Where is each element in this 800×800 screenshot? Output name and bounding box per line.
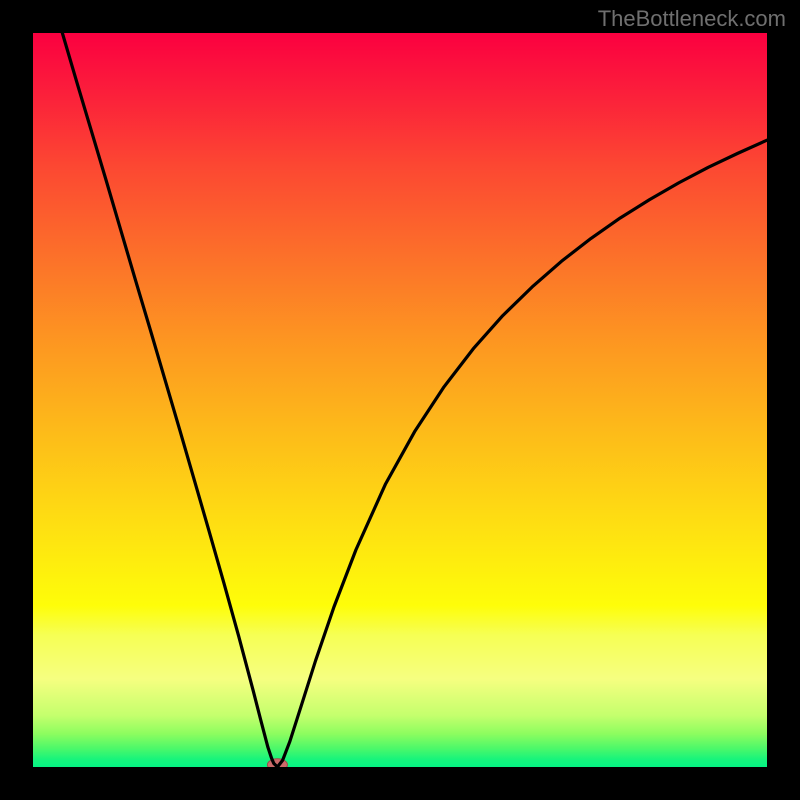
watermark-text: TheBottleneck.com bbox=[598, 6, 786, 32]
plot-area bbox=[33, 33, 767, 767]
chart-stage: TheBottleneck.com bbox=[0, 0, 800, 800]
curve-layer bbox=[33, 33, 767, 767]
bottleneck-curve bbox=[62, 33, 767, 767]
